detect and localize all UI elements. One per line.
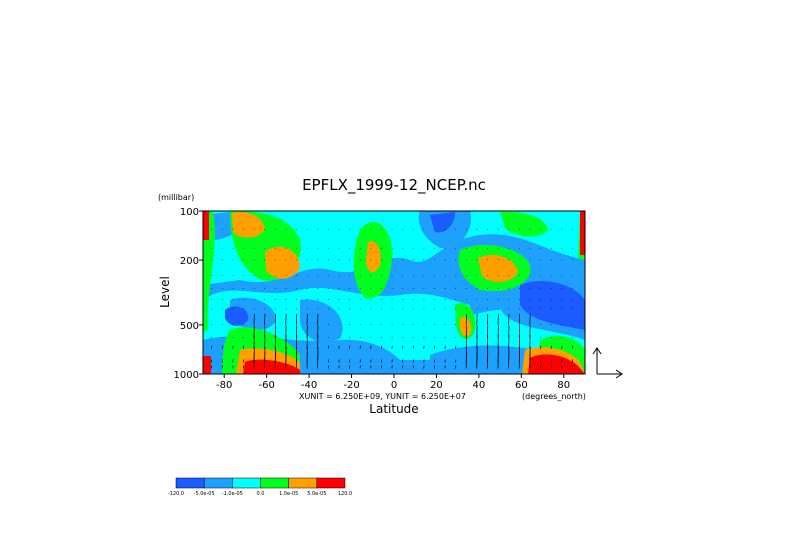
plot-area: [202, 210, 586, 375]
contour-field: [203, 211, 585, 374]
contour-region: [430, 212, 455, 233]
contour-region: [203, 211, 209, 240]
contour-region: [203, 356, 211, 374]
y-tick-label: 1000: [174, 370, 199, 381]
x-tick-label: 0: [391, 380, 397, 391]
chart-title: EPFLX_1999-12_NCEP.nc: [302, 176, 486, 195]
colorbar-label: -1.0e-05: [222, 491, 243, 497]
contour-region: [203, 212, 215, 332]
contour-region: [528, 354, 585, 374]
contour-region: [520, 280, 585, 330]
y-tick-label: 500: [180, 321, 199, 332]
x-tick-label: -40: [301, 380, 317, 391]
unit-note: XUNIT = 6.250E+09, YUNIT = 6.250E+07: [299, 392, 466, 401]
contour-region: [478, 254, 518, 282]
colorbar-swatch: [316, 477, 346, 489]
x-tick-label: 20: [430, 380, 443, 391]
colorbar-label: 5.0e-05: [307, 491, 326, 497]
contour-region: [500, 211, 548, 237]
x-axis-unit: (degrees_north): [522, 392, 586, 401]
colorbar-label: -120.0: [168, 491, 184, 497]
colorbar-swatch: [260, 477, 289, 489]
x-tick-label: -20: [343, 380, 359, 391]
colorbar-label: 120.0: [338, 491, 352, 497]
colorbar-label: 1.0e-05: [279, 491, 298, 497]
x-axis-label: Latitude: [369, 402, 418, 416]
colorbar-swatch: [288, 477, 318, 489]
x-tick-label: -60: [258, 380, 274, 391]
y-axis-label: Level: [158, 276, 172, 308]
x-tick-label: 60: [515, 380, 528, 391]
contour-region: [300, 299, 343, 343]
y-tick-label: 200: [180, 256, 199, 267]
axes: -80 -60 -40 -20 0 20 40 60 80 100 200 500 1000: [174, 207, 571, 391]
colorbar-swatch: [203, 477, 233, 489]
x-tick-label: 40: [473, 380, 486, 391]
contour-region: [232, 212, 265, 238]
y-axis-unit: (millibar): [158, 193, 194, 202]
colorbar-swatch: [232, 477, 261, 489]
contour-region: [243, 359, 300, 374]
contour-region: [366, 241, 381, 273]
colorbar-label: 0.0: [257, 491, 265, 497]
x-tick-label: 80: [557, 380, 570, 391]
contour-region: [225, 306, 249, 326]
contour-region: [580, 211, 585, 255]
reference-vector: [592, 347, 623, 379]
colorbar-swatch: [175, 477, 205, 489]
y-tick-label: 100: [180, 207, 199, 218]
colorbar: -120.0 -5.0e-05 -1.0e-05 0.0 1.0e-05 5.0e-05 1…: [168, 477, 352, 497]
colorbar-label: -5.0e-05: [194, 491, 215, 497]
contour-region: [459, 317, 472, 337]
contour-region: [265, 246, 300, 279]
x-tick-label: -80: [216, 380, 232, 391]
